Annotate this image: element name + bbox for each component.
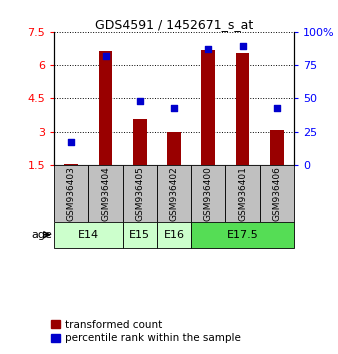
- Bar: [191, 222, 294, 248]
- Bar: [123, 165, 157, 222]
- Bar: [99, 51, 112, 165]
- Bar: [157, 165, 191, 222]
- Text: GSM936402: GSM936402: [170, 166, 178, 221]
- Point: [69, 139, 74, 145]
- Bar: [123, 222, 157, 248]
- Text: GSM936405: GSM936405: [135, 166, 144, 221]
- Text: age: age: [31, 230, 52, 240]
- Text: GSM936404: GSM936404: [101, 166, 110, 221]
- Text: GSM936400: GSM936400: [204, 166, 213, 221]
- Bar: [54, 222, 123, 248]
- Text: GSM936406: GSM936406: [272, 166, 282, 221]
- Point: [137, 98, 143, 104]
- Title: GDS4591 / 1452671_s_at: GDS4591 / 1452671_s_at: [95, 18, 253, 31]
- Text: GSM936401: GSM936401: [238, 166, 247, 221]
- Bar: [191, 165, 225, 222]
- Bar: [157, 222, 191, 248]
- Point: [206, 46, 211, 52]
- Bar: [88, 165, 123, 222]
- Text: E16: E16: [164, 230, 185, 240]
- Bar: [270, 130, 284, 165]
- Bar: [167, 132, 181, 165]
- Point: [171, 105, 177, 110]
- Bar: [64, 164, 78, 165]
- Text: E14: E14: [78, 230, 99, 240]
- Point: [103, 53, 108, 59]
- Legend: transformed count, percentile rank within the sample: transformed count, percentile rank withi…: [49, 318, 243, 345]
- Text: GSM936403: GSM936403: [67, 166, 76, 221]
- Text: E17.5: E17.5: [227, 230, 259, 240]
- Text: E15: E15: [129, 230, 150, 240]
- Point: [240, 44, 245, 49]
- Bar: [201, 50, 215, 165]
- Point: [274, 105, 280, 110]
- Bar: [54, 165, 88, 222]
- Bar: [260, 165, 294, 222]
- Bar: [236, 53, 249, 165]
- Bar: [133, 119, 147, 165]
- Bar: [225, 165, 260, 222]
